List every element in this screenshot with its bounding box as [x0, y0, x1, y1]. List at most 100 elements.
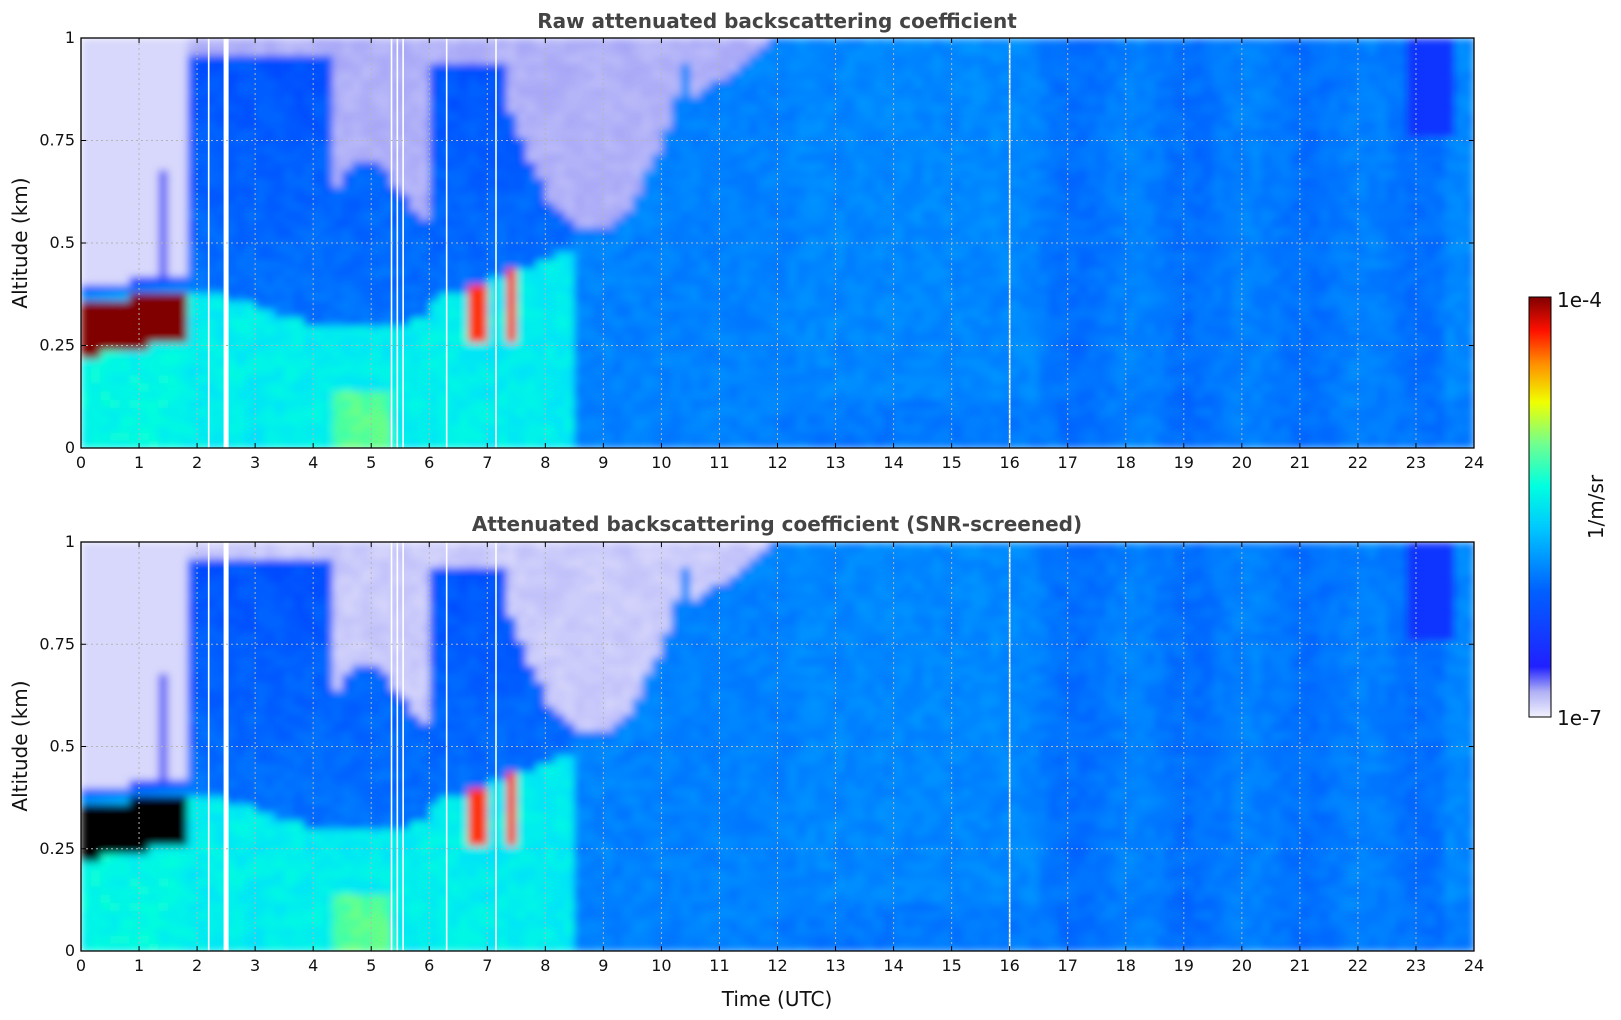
- heatmap-cell: [506, 349, 518, 359]
- heatmap-cell: [119, 349, 131, 359]
- heatmap-cell: [448, 341, 460, 351]
- heatmap-cell: [603, 415, 615, 425]
- heatmap-cell: [525, 415, 537, 425]
- heatmap-cell: [525, 259, 537, 269]
- heatmap-cell: [458, 390, 469, 400]
- heatmap-cell: [632, 210, 644, 220]
- heatmap-cell: [119, 431, 131, 441]
- heatmap-cell: [429, 234, 440, 244]
- heatmap-cell: [545, 300, 556, 310]
- heatmap-cell: [622, 398, 634, 408]
- heatmap-cell: [1029, 366, 1040, 376]
- heatmap-cell: [419, 259, 431, 269]
- heatmap-cell: [1038, 218, 1050, 228]
- heatmap-cell: [409, 62, 421, 72]
- heatmap-cell: [941, 210, 953, 220]
- heatmap-cell: [622, 333, 634, 343]
- heatmap-cell: [429, 349, 440, 359]
- heatmap-cell: [545, 128, 556, 138]
- heatmap-cell: [980, 79, 992, 89]
- heatmap-cell: [429, 185, 440, 195]
- heatmap-cell: [206, 210, 218, 220]
- heatmap-cell: [661, 316, 673, 326]
- heatmap-cell: [371, 111, 382, 121]
- heatmap-cell: [796, 218, 808, 228]
- heatmap-cell: [1019, 111, 1031, 121]
- heatmap-cell: [845, 382, 856, 392]
- heatmap-cell: [448, 390, 460, 400]
- heatmap-cell: [342, 62, 353, 72]
- heatmap-cell: [642, 38, 653, 48]
- heatmap-cell: [564, 161, 576, 171]
- heatmap-cell: [951, 243, 963, 253]
- heatmap-cell: [448, 54, 460, 64]
- heatmap-cell: [371, 54, 382, 64]
- heatmap-cell: [139, 128, 150, 138]
- heatmap-cell: [845, 234, 856, 244]
- heatmap-cell: [622, 120, 634, 130]
- heatmap-cell: [883, 226, 895, 236]
- heatmap-cell: [651, 169, 663, 179]
- heatmap-cell: [110, 284, 121, 294]
- heatmap-cell: [671, 357, 682, 367]
- heatmap-cell: [738, 103, 750, 113]
- heatmap-cell: [932, 103, 943, 113]
- heatmap-cell: [409, 79, 421, 89]
- heatmap-cell: [700, 407, 711, 417]
- heatmap-cell: [129, 46, 141, 56]
- heatmap-cell: [487, 366, 498, 376]
- heatmap-cell: [429, 38, 440, 48]
- heatmap-cell: [100, 292, 112, 302]
- heatmap-cell: [525, 120, 537, 130]
- heatmap-cell: [593, 407, 605, 417]
- heatmap-cell: [593, 54, 605, 64]
- heatmap-cell: [226, 95, 237, 105]
- heatmap-cell: [941, 423, 953, 433]
- heatmap-cell: [313, 357, 324, 367]
- heatmap-cell: [226, 366, 237, 376]
- heatmap-cell: [400, 161, 411, 171]
- heatmap-cell: [245, 382, 257, 392]
- heatmap-cell: [661, 431, 673, 441]
- heatmap-cell: [1009, 128, 1021, 138]
- heatmap-cell: [999, 415, 1011, 425]
- heatmap-cell: [642, 333, 653, 343]
- heatmap-cell: [671, 423, 682, 433]
- heatmap-cell: [951, 38, 963, 48]
- heatmap-cell: [168, 177, 179, 187]
- heatmap-cell: [593, 202, 605, 212]
- heatmap-cell: [593, 210, 605, 220]
- heatmap-cell: [903, 218, 914, 228]
- heatmap-cell: [883, 87, 895, 97]
- heatmap-cell: [264, 46, 276, 56]
- heatmap-cell: [729, 87, 740, 97]
- heatmap-cell: [922, 226, 934, 236]
- heatmap-cell: [322, 62, 334, 72]
- heatmap-cell: [903, 128, 914, 138]
- heatmap-cell: [303, 234, 315, 244]
- heatmap-cell: [496, 218, 508, 228]
- heatmap-cell: [970, 185, 982, 195]
- heatmap-cell: [187, 234, 199, 244]
- heatmap-cell: [787, 357, 798, 367]
- heatmap-cell: [990, 95, 1001, 105]
- heatmap-cell: [622, 169, 634, 179]
- heatmap-cell: [787, 415, 798, 425]
- heatmap-cell: [593, 308, 605, 318]
- heatmap-cell: [1038, 316, 1050, 326]
- heatmap-cell: [632, 87, 644, 97]
- heatmap-cell: [990, 390, 1001, 400]
- heatmap-cell: [584, 431, 595, 441]
- heatmap-cell: [642, 152, 653, 162]
- heatmap-cell: [845, 210, 856, 220]
- heatmap-cell: [216, 316, 228, 326]
- heatmap-cell: [477, 111, 489, 121]
- heatmap-cell: [371, 79, 382, 89]
- heatmap-cell: [467, 70, 479, 80]
- heatmap-cell: [525, 275, 537, 285]
- heatmap-cell: [216, 144, 228, 154]
- heatmap-cell: [613, 103, 624, 113]
- heatmap-cell: [661, 259, 673, 269]
- heatmap-cell: [264, 161, 276, 171]
- heatmap-cell: [458, 243, 469, 253]
